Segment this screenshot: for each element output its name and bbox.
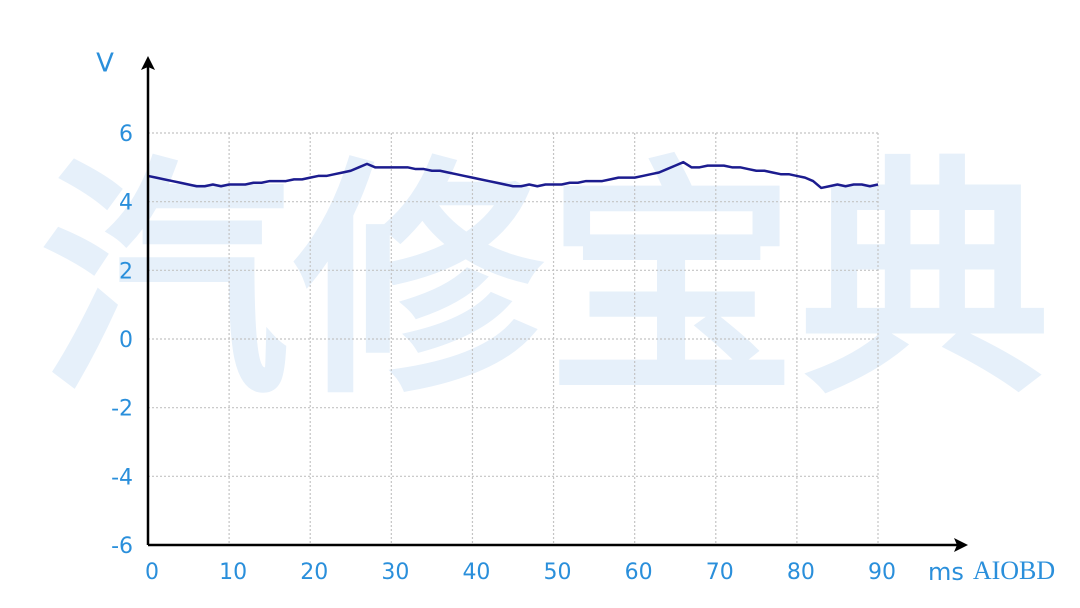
- y-tick-label: -4: [111, 465, 133, 490]
- y-tick-label: 2: [119, 259, 133, 284]
- x-tick-label: 70: [706, 560, 734, 585]
- x-tick-label: 0: [145, 560, 159, 585]
- y-tick-label: 6: [119, 122, 133, 147]
- watermark: 汽修宝典: [40, 136, 1050, 427]
- y-tick-label: 0: [119, 328, 133, 353]
- y-axis-label: V: [96, 49, 114, 79]
- x-tick-label: 40: [462, 560, 490, 585]
- x-tick-label: 10: [219, 560, 247, 585]
- plot: [147, 160, 879, 190]
- x-tick-label: 90: [868, 560, 896, 585]
- x-tick-label: 50: [544, 560, 572, 585]
- waveform: [147, 160, 879, 190]
- brand: AIOBD: [973, 556, 1055, 585]
- grid: [147, 132, 879, 546]
- y-axis-arrow: [141, 56, 155, 70]
- y-tick-label: 4: [119, 191, 133, 216]
- x-tick-label: 20: [300, 560, 328, 585]
- x-tick-label: 80: [787, 560, 815, 585]
- y-tick-label: -2: [111, 397, 133, 422]
- x-tick-label: 30: [381, 560, 409, 585]
- y-tick-label: -6: [111, 534, 133, 559]
- x-axis-label: ms: [928, 558, 964, 586]
- x-tick-label: 60: [625, 560, 653, 585]
- x-axis-arrow: [954, 538, 968, 552]
